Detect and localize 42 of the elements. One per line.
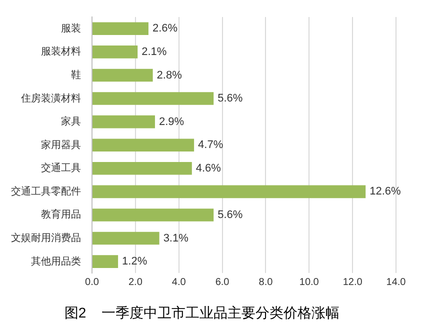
y-tick-label: 服装材料 xyxy=(41,46,81,58)
x-tick-label: 14.0 xyxy=(386,276,406,288)
x-tick-label: 8.0 xyxy=(258,276,274,288)
x-tick-label: 4.0 xyxy=(172,276,186,288)
data-label: 12.6% xyxy=(370,186,402,198)
text: 图2 一季度中卫市工业品主要分类价格涨幅 xyxy=(64,304,340,320)
y-tick-label: 家具 xyxy=(61,116,81,128)
data-label: 5.6% xyxy=(218,209,243,222)
bar xyxy=(92,138,194,152)
data-label: 5.6% xyxy=(218,92,243,105)
bar xyxy=(92,255,118,268)
y-tick-label: 其他用品类 xyxy=(31,255,81,268)
x-tick-label: 12.0 xyxy=(342,276,363,288)
x-tick-label: 0.0 xyxy=(85,276,100,288)
y-tick-label: 交通工具零配件 xyxy=(11,185,81,198)
data-label: 4.7% xyxy=(198,139,224,152)
y-tick-label: 教育用品 xyxy=(41,208,81,221)
bar xyxy=(92,22,148,36)
data-label: 1.2% xyxy=(122,256,148,268)
data-label: 4.6% xyxy=(196,162,222,174)
x-tick-label: 2.0 xyxy=(128,276,143,288)
bar xyxy=(92,232,160,245)
bar xyxy=(92,46,138,58)
data-label: 3.1% xyxy=(163,232,189,244)
y-tick-label: 家用器具 xyxy=(41,138,81,151)
bar xyxy=(92,68,153,82)
bar xyxy=(92,162,192,175)
data-label: 2.6% xyxy=(152,22,178,35)
data-label: 2.1% xyxy=(142,46,167,58)
y-tick-label: 住房装潢材料 xyxy=(21,92,81,104)
bar xyxy=(92,92,214,105)
bar xyxy=(92,185,366,198)
y-tick-label: 文娱耐用消费品 xyxy=(11,232,81,244)
y-tick-label: 服装 xyxy=(61,22,81,34)
bar xyxy=(92,115,155,128)
x-tick-label: 6.0 xyxy=(215,276,230,288)
x-tick-label: 10.0 xyxy=(299,276,320,288)
y-tick-label: 鞋 xyxy=(71,68,81,81)
bar xyxy=(92,208,214,222)
data-label: 2.9% xyxy=(158,116,184,128)
y-tick-label: 交通工具 xyxy=(41,162,81,174)
data-label: 2.8% xyxy=(156,69,182,82)
